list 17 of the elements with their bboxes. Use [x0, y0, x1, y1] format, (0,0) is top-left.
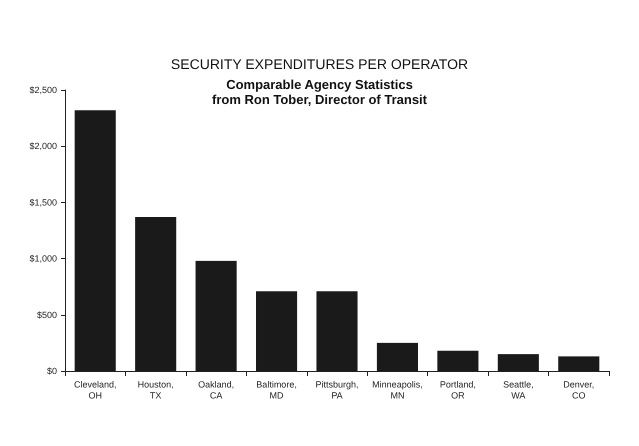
x-tick-label: Pittsburgh, PA	[315, 380, 359, 400]
chart-subtitle: Comparable Agency Statistics from Ron Tober, Director of Transit	[212, 77, 428, 107]
y-tick-label: $2,000	[29, 141, 57, 152]
x-tick-label: Portland, OR	[440, 380, 476, 400]
y-tick-label: $1,000	[29, 254, 57, 264]
x-tick-label: Denver, CO	[563, 380, 594, 400]
x-tick-label: Minneapolis, MN	[372, 380, 423, 400]
chart-title: SECURITY EXPENDITURES PER OPERATOR	[170, 56, 468, 72]
x-tick-label: Oakland, CA	[198, 380, 234, 400]
x-tick-label: Seattle, WA	[503, 380, 534, 400]
y-tick-label: $1,500	[29, 197, 57, 208]
y-tick-label: $500	[36, 310, 57, 320]
x-tick-label: Baltimore, MD	[256, 380, 297, 400]
y-tick-label: $2,500	[29, 85, 57, 95]
x-tick-label: Houston, TX	[138, 380, 174, 400]
x-tick-label: Cleveland, OH	[74, 380, 116, 400]
y-tick-label: $0	[46, 366, 57, 376]
